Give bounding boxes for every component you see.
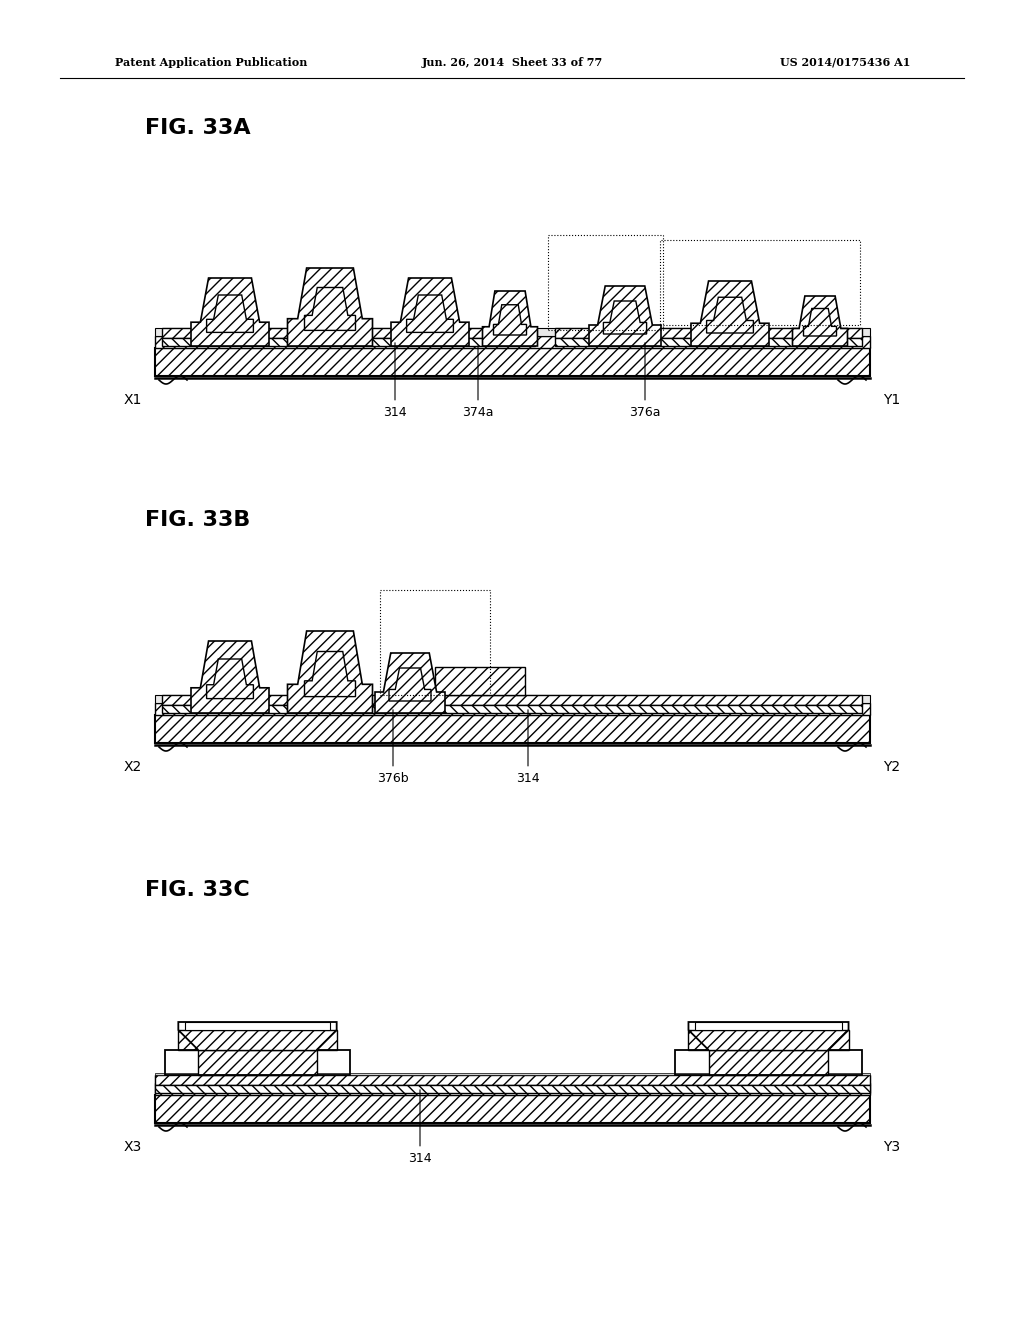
Bar <box>695 1022 842 1030</box>
Polygon shape <box>793 296 848 346</box>
Text: X1: X1 <box>124 393 142 407</box>
Bar <box>380 590 490 696</box>
Polygon shape <box>407 294 454 333</box>
Polygon shape <box>482 290 538 346</box>
Bar <box>155 337 870 348</box>
Polygon shape <box>304 288 355 330</box>
Bar <box>709 1049 828 1074</box>
Polygon shape <box>603 301 646 334</box>
Bar <box>162 338 535 346</box>
Bar <box>162 705 440 713</box>
Text: 314: 314 <box>409 1090 432 1164</box>
Polygon shape <box>288 268 373 346</box>
Polygon shape <box>691 281 769 346</box>
Bar <box>185 1022 330 1030</box>
Bar <box>555 338 862 346</box>
Text: X3: X3 <box>124 1140 142 1154</box>
Bar <box>155 1085 870 1093</box>
Polygon shape <box>707 297 754 333</box>
Text: Y2: Y2 <box>884 760 900 774</box>
Bar <box>155 1073 870 1074</box>
Bar <box>155 327 870 337</box>
Bar <box>199 1049 316 1074</box>
Bar <box>440 696 862 705</box>
Text: US 2014/0175436 A1: US 2014/0175436 A1 <box>779 57 910 67</box>
Bar <box>660 240 860 325</box>
Polygon shape <box>288 631 373 713</box>
Polygon shape <box>804 309 837 337</box>
Text: FIG. 33A: FIG. 33A <box>145 117 251 139</box>
Text: Jun. 26, 2014  Sheet 33 of 77: Jun. 26, 2014 Sheet 33 of 77 <box>421 57 603 67</box>
Bar <box>155 1096 870 1123</box>
Bar <box>155 1082 870 1096</box>
Text: 376b: 376b <box>377 710 409 784</box>
Bar <box>440 705 862 713</box>
Bar <box>162 327 535 338</box>
Polygon shape <box>389 668 431 701</box>
Bar <box>155 1074 870 1085</box>
Text: FIG. 33B: FIG. 33B <box>145 510 251 531</box>
Bar <box>155 715 870 743</box>
Text: 314: 314 <box>516 710 540 784</box>
Bar <box>688 1030 849 1049</box>
Text: 314: 314 <box>383 343 407 418</box>
Bar <box>162 696 440 705</box>
Text: FIG. 33C: FIG. 33C <box>145 880 250 900</box>
Polygon shape <box>191 642 269 713</box>
Bar <box>155 696 870 704</box>
Text: Patent Application Publication: Patent Application Publication <box>115 57 307 67</box>
Bar <box>155 348 870 376</box>
Bar <box>548 235 663 330</box>
Polygon shape <box>207 659 253 698</box>
Polygon shape <box>589 286 662 346</box>
Polygon shape <box>494 305 526 335</box>
Polygon shape <box>191 279 269 346</box>
Polygon shape <box>304 652 355 697</box>
Bar <box>435 667 525 696</box>
Bar <box>155 1074 870 1082</box>
Bar <box>155 704 870 715</box>
Text: Y1: Y1 <box>884 393 901 407</box>
Text: X2: X2 <box>124 760 142 774</box>
Text: Y3: Y3 <box>884 1140 900 1154</box>
Text: 376a: 376a <box>630 343 660 418</box>
Bar <box>555 327 862 338</box>
Polygon shape <box>391 279 469 346</box>
Text: 374a: 374a <box>462 346 494 418</box>
Polygon shape <box>375 653 445 713</box>
Bar <box>178 1030 337 1049</box>
Polygon shape <box>207 294 253 333</box>
